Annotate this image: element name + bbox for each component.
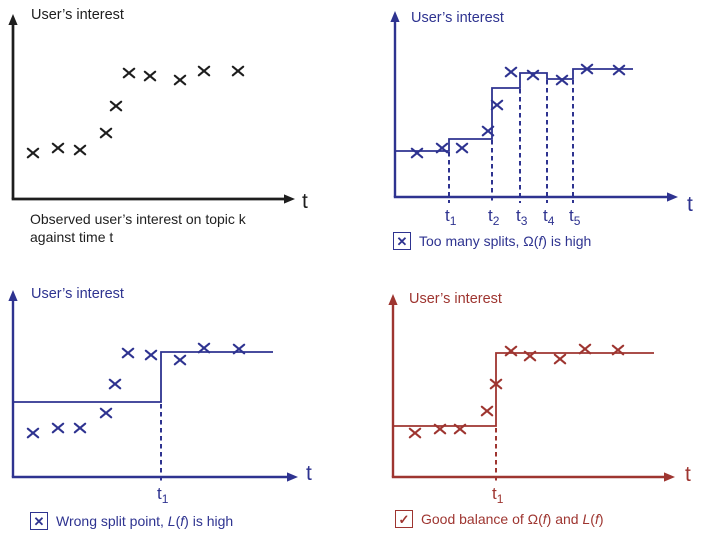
data-point-x-marker [612,64,626,76]
data-point-x-marker [480,405,494,417]
data-point-x-marker [231,65,245,77]
data-point-x-marker [490,99,504,111]
x-box-icon: ✕ [30,512,48,530]
y-axis-label: User’s interest [31,7,124,23]
x-axis-label: t [687,193,693,216]
data-point-x-marker [108,378,122,390]
data-point-x-marker [578,343,592,355]
split-label: t4 [543,206,555,228]
data-point-x-marker [143,70,157,82]
data-point-x-marker [26,147,40,159]
data-point-x-marker [504,345,518,357]
data-point-x-marker [523,350,537,362]
data-point-x-marker [26,427,40,439]
step-function-line [395,68,633,152]
data-point-x-marker [408,427,422,439]
data-point-x-marker [455,142,469,154]
x-axis-arrow-icon [284,194,295,204]
data-point-x-marker [51,142,65,154]
panel-observed-data: User’s interest t Observed user’s interest… [0,0,352,267]
y-axis-label: User’s interest [411,10,504,26]
x-axis-arrow-icon [287,472,298,482]
y-axis-arrow-icon [8,290,18,301]
panel-good-balance: t1 User’s interest t ✓ Good balance of Ω(f) … [352,267,703,534]
step-function-line [13,351,273,403]
data-point-x-marker [453,423,467,435]
split-label: t1 [445,206,457,228]
caption-text: Too many splits, Ω(f) is high [419,233,592,249]
y-axis-arrow-icon [388,294,398,305]
data-point-x-marker [504,66,518,78]
data-point-x-marker [410,147,424,159]
split-label: t5 [569,206,581,228]
observed-plot: User’s interest t [8,7,308,213]
data-point-x-marker [611,344,625,356]
data-point-x-marker [73,144,87,156]
split-label: t2 [488,206,500,228]
data-point-x-marker [580,63,594,75]
panel-wrong-split-point: t1 User’s interest t ✕ Wrong split point, L(… [0,267,352,534]
split-label: t3 [516,206,528,228]
data-point-x-marker [197,342,211,354]
step-function-line [393,352,654,427]
data-point-x-marker [144,349,158,361]
data-point-x-marker [197,65,211,77]
y-axis-arrow-icon [390,11,400,22]
data-point-x-marker [555,74,569,86]
data-point-x-marker [232,343,246,355]
data-point-x-marker [121,347,135,359]
check-box-icon: ✓ [395,510,413,528]
y-axis-arrow-icon [8,14,18,25]
x-axis-label: t [306,462,312,485]
observed-caption: Observed user’s interest on topic k again… [30,210,246,246]
caption-text: Good balance of Ω(f) and L(f) [421,511,604,527]
caption-text: Observed user’s interest on topic k again… [30,211,246,245]
data-point-x-marker [433,423,447,435]
wrong-split-point-caption: ✕ Wrong split point, L(f) is high [30,512,233,530]
data-point-x-marker [51,422,65,434]
data-point-x-marker [99,127,113,139]
data-point-x-marker [553,353,567,365]
data-point-x-marker [173,354,187,366]
data-point-x-marker [489,378,503,390]
data-point-x-marker [435,142,449,154]
x-axis-label: t [685,463,691,486]
panel-too-many-splits: t1 t2 t3 t4 t5 User’s interest t ✕ Too many spli… [352,0,703,267]
too-many-splits-plot: t1 t2 t3 t4 t5 User’s interest t [390,10,693,228]
data-point-x-marker [99,407,113,419]
data-point-x-marker [481,125,495,137]
good-balance-plot: t1 User’s interest t [388,291,691,506]
y-axis-label: User’s interest [31,286,124,302]
split-label: t1 [157,484,169,506]
data-point-x-marker [526,69,540,81]
data-point-x-marker [73,422,87,434]
caption-text: Wrong split point, L(f) is high [56,513,234,529]
x-axis-arrow-icon [667,192,678,202]
x-axis-arrow-icon [664,472,675,482]
data-point-x-marker [109,100,123,112]
y-axis-label: User’s interest [409,291,502,307]
data-point-x-marker [122,67,136,79]
split-label: t1 [492,484,504,506]
data-point-x-marker [173,74,187,86]
x-axis-label: t [302,190,308,213]
good-balance-caption: ✓ Good balance of Ω(f) and L(f) [395,510,604,528]
too-many-splits-caption: ✕ Too many splits, Ω(f) is high [393,232,591,250]
x-box-icon: ✕ [393,232,411,250]
wrong-split-point-plot: t1 User’s interest t [8,286,312,506]
